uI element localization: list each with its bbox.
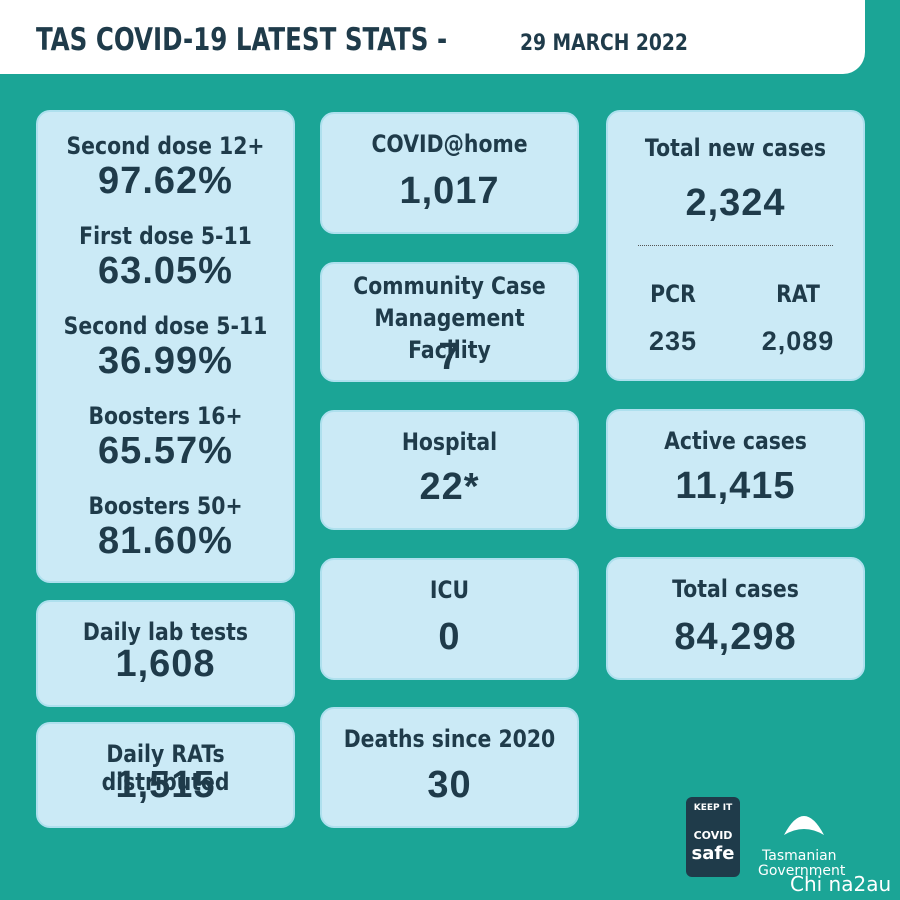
- dose-value: 63.05%: [98, 250, 233, 292]
- card-value: 1,017: [399, 170, 500, 212]
- breakdown-label: PCR: [650, 280, 696, 308]
- badge-text: safe: [691, 843, 735, 864]
- card-label: Daily lab tests: [82, 618, 249, 646]
- card-value: 22*: [419, 466, 480, 508]
- card-value: 1,515: [115, 764, 216, 806]
- breakdown-label: RAT: [776, 280, 820, 308]
- dose-label: Boosters 50+: [88, 492, 243, 520]
- card-label: Deaths since 2020: [343, 725, 556, 753]
- stat-card: Hospital 22*: [320, 410, 579, 530]
- dose-value: 36.99%: [98, 340, 233, 382]
- title: TAS COVID-19 LATEST STATS -: [36, 22, 448, 58]
- dose-label: Boosters 16+: [88, 402, 243, 430]
- dose-label: First dose 5-11: [79, 222, 252, 250]
- dose-value: 65.57%: [98, 430, 233, 472]
- gov-logo: [784, 816, 824, 835]
- card-value: 7: [438, 336, 461, 378]
- card-label: COVID@home: [371, 130, 528, 158]
- card-value: 30: [427, 764, 472, 806]
- breakdown-value: 235: [648, 326, 698, 356]
- divider: [638, 245, 833, 246]
- card-value: 0: [438, 616, 461, 658]
- dose-label: Second dose 5-11: [63, 312, 268, 340]
- stat-card: COVID@home 1,017: [320, 112, 579, 234]
- stat-card: Daily RATs distributed 1,515: [36, 722, 295, 828]
- stat-card: Deaths since 2020 30: [320, 707, 579, 828]
- card-label: Active cases: [664, 427, 807, 455]
- dose-label: Second dose 12+: [66, 132, 265, 160]
- dose-value: 97.62%: [98, 160, 233, 202]
- card-label: Daily RATs distributed: [101, 740, 230, 796]
- covid-safe-badge: KEEP IT COVID safe: [686, 797, 740, 877]
- card-value: 1,608: [115, 643, 216, 685]
- stat-card: Community Case Management Facility 7: [320, 262, 579, 382]
- stat-card: ICU 0: [320, 558, 579, 680]
- dose-value: 81.60%: [98, 520, 233, 562]
- card-value: 84,298: [674, 616, 797, 658]
- card-label: Total new cases: [644, 134, 827, 162]
- badge-text: KEEP IT: [693, 803, 733, 813]
- watermark: Chi na2au: [790, 872, 892, 896]
- date: 29 MARCH 2022: [520, 31, 688, 56]
- card-value: 2,324: [685, 182, 786, 224]
- card-label: Hospital: [401, 428, 498, 456]
- badge-text: COVID: [693, 829, 733, 842]
- header: TAS COVID-19 LATEST STATS - 29 MARCH 202…: [0, 0, 865, 74]
- card-label: Community Case Management Facility: [353, 272, 546, 364]
- card-label: ICU: [429, 576, 470, 604]
- stat-card: Total cases 84,298: [606, 557, 865, 680]
- new-cases-card: Total new cases 2,324 PCR 235 RAT 2,089: [606, 110, 865, 381]
- card-value: 11,415: [675, 465, 796, 507]
- gov-text: Tasmanian: [762, 848, 837, 864]
- stat-card: Active cases 11,415: [606, 409, 865, 529]
- vaccination-card: Second dose 12+ 97.62% First dose 5-11 63.0…: [36, 110, 295, 583]
- stat-card: Daily lab tests 1,608: [36, 600, 295, 707]
- gov-text: Government: [758, 863, 846, 879]
- card-label: Total cases: [672, 575, 799, 603]
- breakdown-value: 2,089: [761, 326, 835, 356]
